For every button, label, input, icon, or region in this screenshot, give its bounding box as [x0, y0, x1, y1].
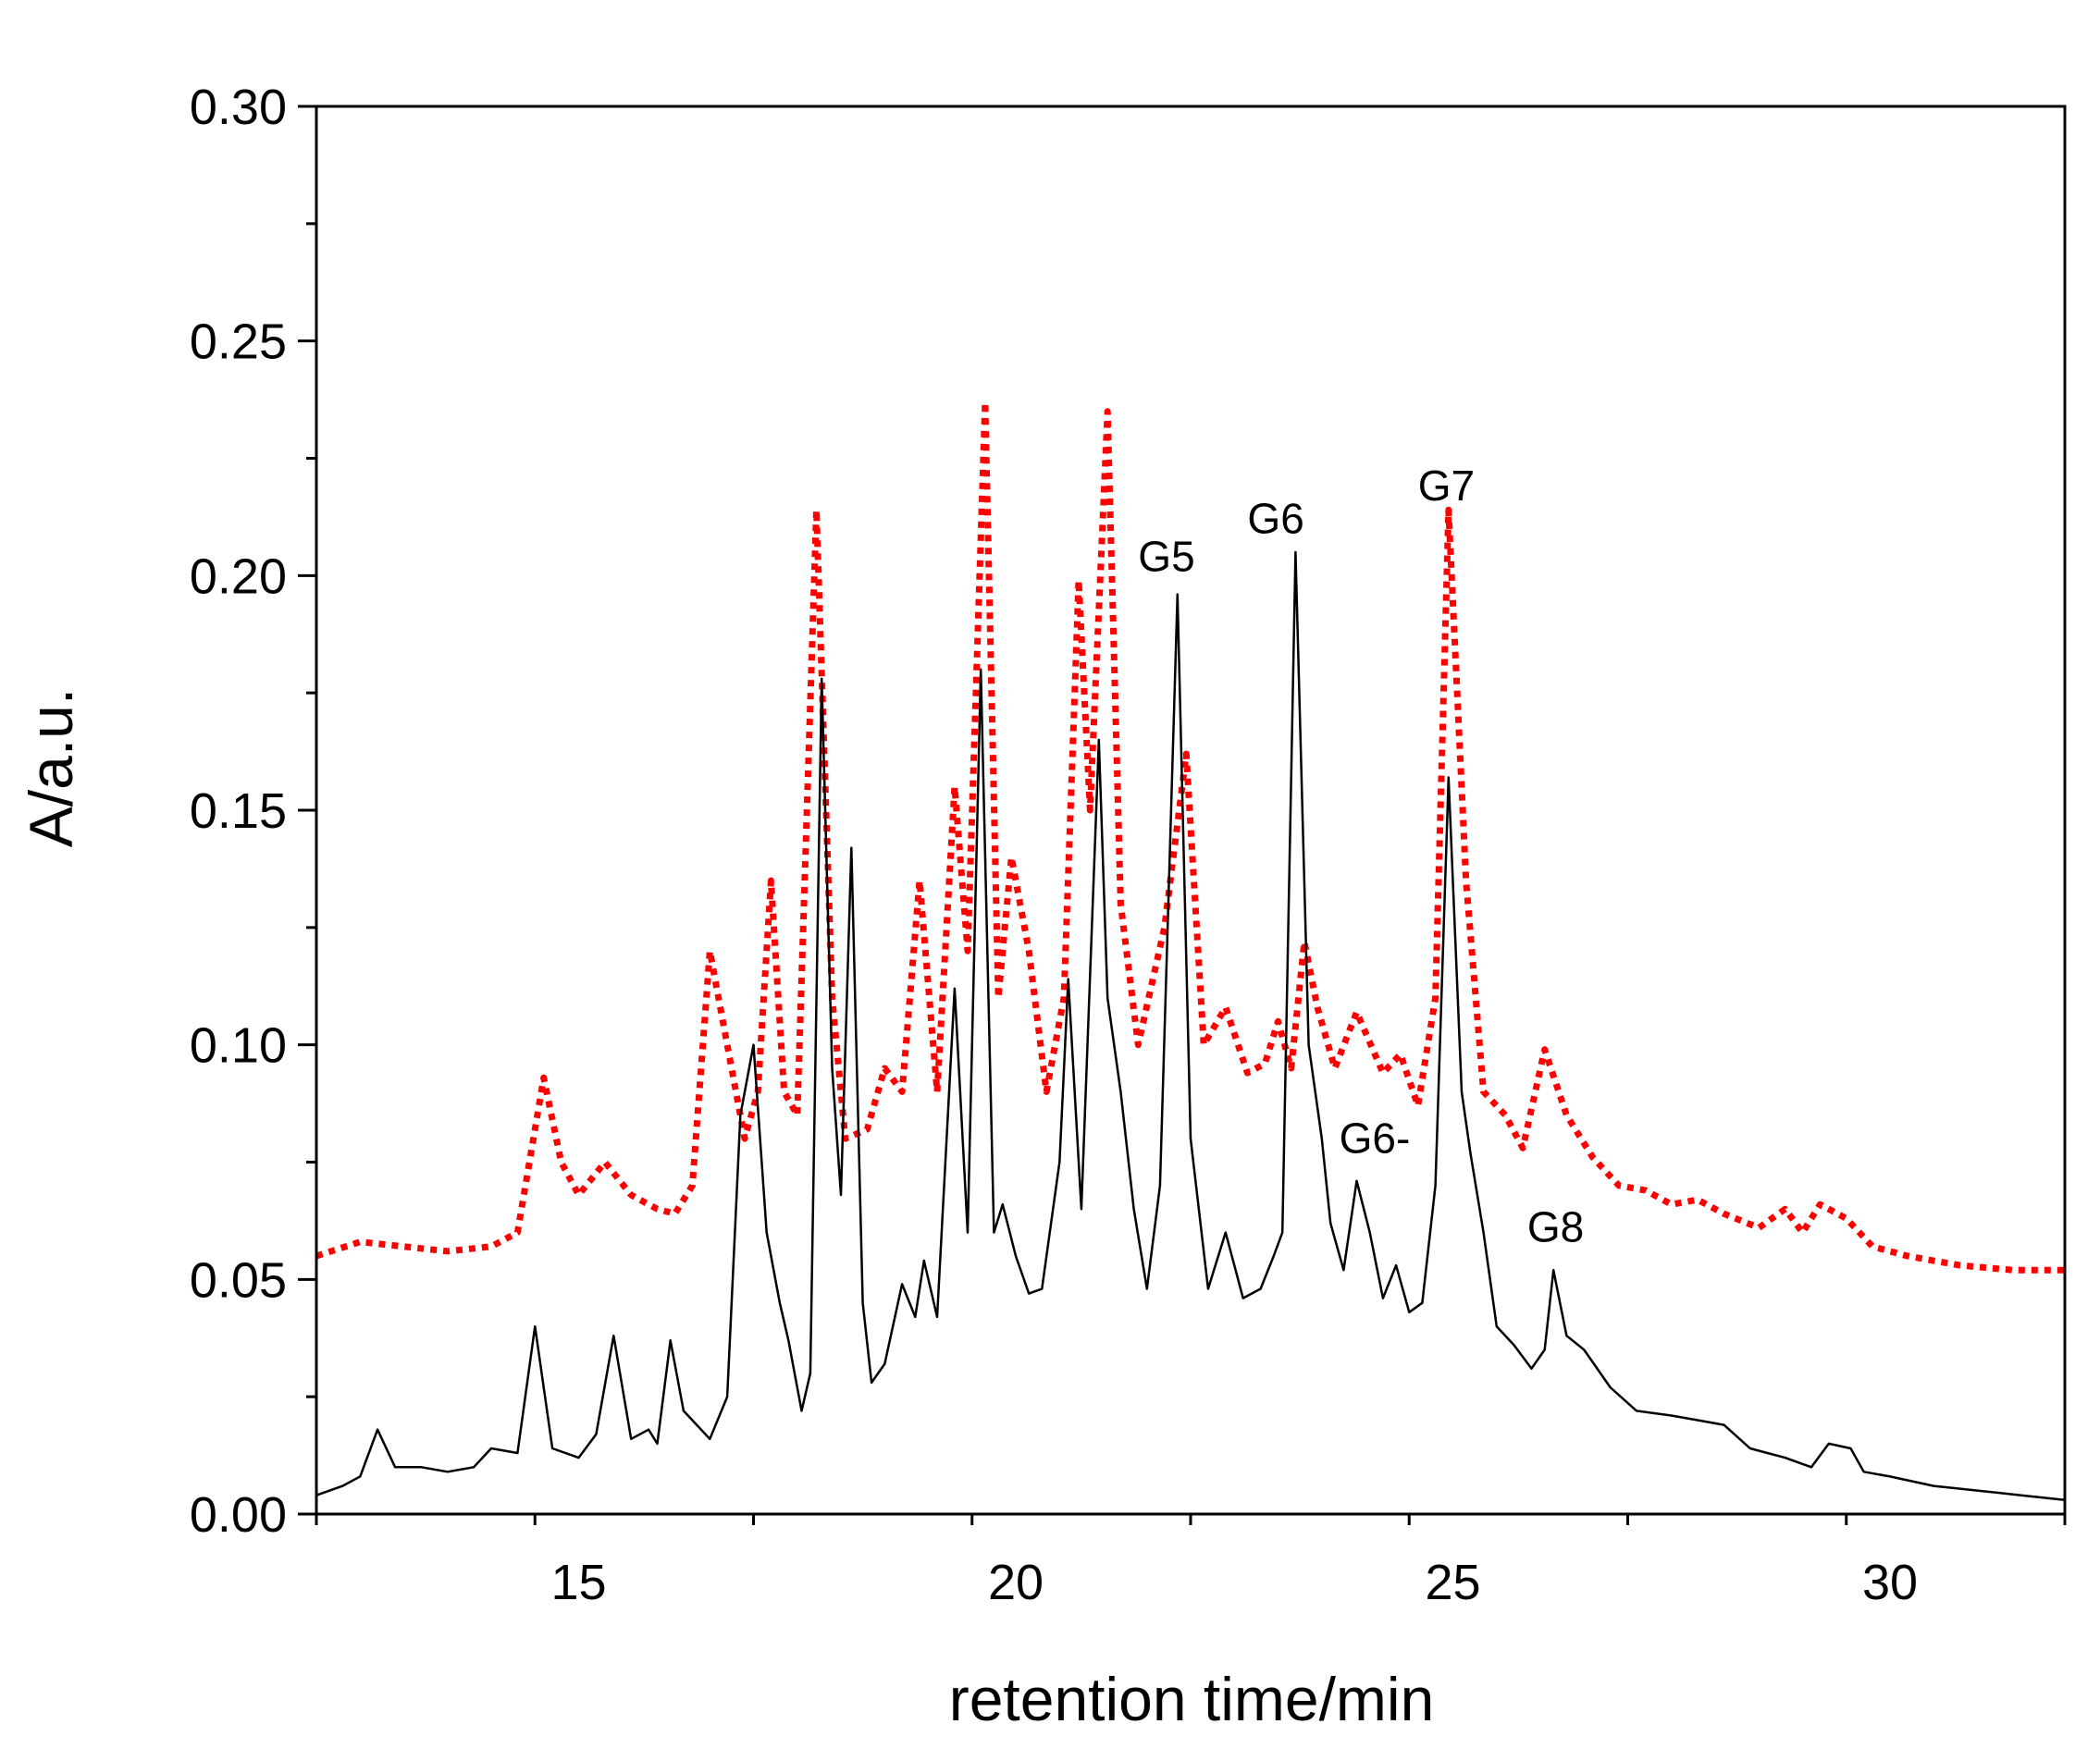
- x-tick-label: 30: [1862, 1555, 1918, 1610]
- series-layer: [316, 399, 2065, 1502]
- peak-annotation-g7: G7: [1418, 462, 1475, 510]
- y-tick-label: 0.05: [190, 1252, 287, 1308]
- y-tick-label: 0.20: [190, 548, 287, 604]
- y-tick-label: 0.10: [190, 1018, 287, 1074]
- y-axis-title: A/a.u.: [17, 688, 85, 847]
- peak-annotation-g6: G6: [1247, 495, 1303, 543]
- peak-annotation-g6: G6-: [1340, 1114, 1411, 1162]
- x-tick-label: 15: [550, 1555, 606, 1610]
- peak-annotation-g5: G5: [1138, 532, 1194, 580]
- axes-layer: 0.00 0.05 0.10 0.15 0.20 0.25 0.30 15 20 25 30: [190, 80, 2067, 1610]
- y-tick-label: 0.30: [190, 80, 287, 135]
- peak-annotation-g8: G8: [1527, 1203, 1584, 1251]
- annotation-layer: G5 G6 G7 G6- G8: [1138, 462, 1584, 1251]
- y-tick-label: 0.00: [190, 1487, 287, 1543]
- series-line-black-solid: [316, 550, 2065, 1502]
- series-line-red-dotted: [316, 399, 2065, 1274]
- x-tick-label: 25: [1425, 1555, 1480, 1610]
- y-tick-label: 0.25: [190, 314, 287, 370]
- y-tick-label: 0.15: [190, 783, 287, 839]
- x-axis-title: retention time/min: [949, 1665, 1435, 1733]
- x-tick-label: 20: [988, 1555, 1044, 1610]
